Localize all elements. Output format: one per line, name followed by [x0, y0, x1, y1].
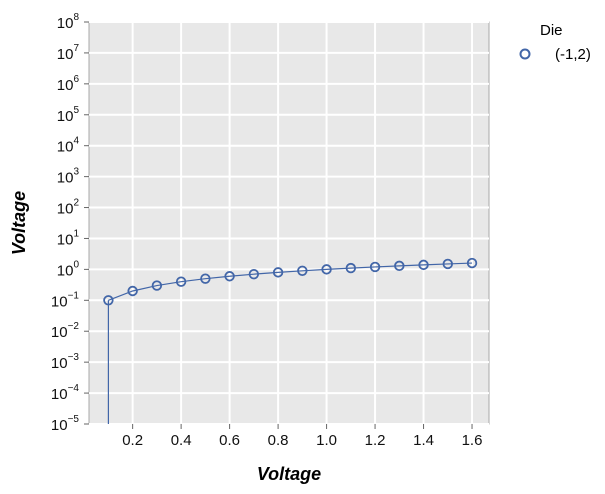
- y-tick-label: 10−1: [51, 290, 80, 310]
- data-point: [394, 260, 405, 272]
- data-point: [442, 258, 453, 270]
- y-tick-label: 101: [57, 228, 80, 248]
- legend-entry-label: (-1,2): [555, 46, 591, 63]
- data-point: [200, 273, 211, 284]
- tick-layer: 0.2 0.4 0.6 0.8 1.0 1.2 1.4 1.6 10−5 10−4 10−3 10−2…: [51, 12, 483, 449]
- legend-marker: [519, 48, 531, 60]
- data-point: [151, 280, 163, 291]
- data-point: [369, 261, 381, 273]
- y-tick-label: 10−4: [51, 383, 80, 403]
- y-axis-title: Voltage: [9, 191, 29, 255]
- legend: Die (-1,2): [519, 22, 591, 63]
- data-point: [418, 259, 429, 271]
- y-tick-label: 102: [57, 198, 80, 218]
- x-tick-label: 1.4: [413, 432, 434, 449]
- x-tick-label: 0.6: [219, 432, 240, 449]
- data-point: [224, 271, 235, 282]
- x-tick-label: 1.6: [462, 432, 483, 449]
- y-tick-label: 104: [57, 136, 80, 156]
- data-point: [127, 285, 138, 297]
- x-tick-label: 0.4: [171, 432, 192, 449]
- data-point: [466, 257, 478, 269]
- data-point: [345, 262, 357, 274]
- data-point: [248, 268, 260, 280]
- y-tick-label: 10−2: [51, 321, 80, 341]
- y-tick-label: 107: [57, 43, 80, 63]
- y-tick-label: 100: [57, 259, 80, 279]
- y-tick-label: 106: [57, 74, 80, 94]
- x-tick-label: 1.2: [365, 432, 386, 449]
- series-layer: [103, 257, 478, 424]
- y-tick-label: 10−3: [51, 352, 80, 372]
- y-tick-label: 103: [57, 167, 80, 187]
- x-tick-label: 0.8: [268, 432, 289, 449]
- y-tick-label: 10−5: [51, 414, 80, 434]
- plot-background: [88, 21, 490, 425]
- x-tick-label: 0.2: [122, 432, 143, 449]
- data-point: [272, 267, 284, 278]
- x-tick-label: 1.0: [316, 432, 337, 449]
- series-line: [108, 262, 473, 301]
- data-point: [321, 264, 332, 275]
- data-point: [103, 295, 114, 306]
- data-point: [175, 276, 187, 287]
- y-tick-label: 108: [57, 12, 80, 32]
- data-point: [297, 265, 308, 276]
- y-tick-label: 105: [57, 105, 80, 125]
- legend-title: Die: [540, 22, 563, 39]
- x-axis-title: Voltage: [257, 464, 321, 484]
